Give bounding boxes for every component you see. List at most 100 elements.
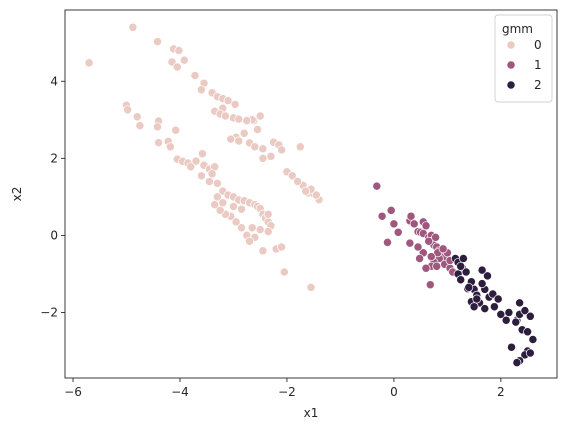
data-point-gmm-2 bbox=[528, 335, 538, 344]
data-point-gmm-1 bbox=[438, 244, 448, 254]
data-point-gmm-0 bbox=[250, 142, 260, 152]
y-tick-label: 4 bbox=[50, 74, 58, 88]
data-point-gmm-0 bbox=[153, 37, 162, 47]
legend-label-0: 0 bbox=[534, 38, 542, 52]
data-point-gmm-0 bbox=[266, 151, 276, 161]
legend-entries: 0 1 2 bbox=[506, 38, 542, 92]
data-point-gmm-0 bbox=[258, 144, 268, 154]
data-point-gmm-0 bbox=[197, 149, 207, 159]
data-point-gmm-0 bbox=[84, 58, 94, 68]
legend-marker-1 bbox=[506, 60, 516, 70]
data-point-gmm-2 bbox=[511, 317, 521, 327]
data-point-gmm-0 bbox=[212, 178, 222, 188]
data-point-gmm-0 bbox=[186, 162, 196, 172]
x-tick-label: 2 bbox=[497, 385, 505, 399]
data-point-gmm-2 bbox=[458, 254, 468, 263]
data-point-gmm-0 bbox=[212, 192, 222, 202]
data-point-gmm-2 bbox=[525, 311, 535, 321]
data-point-gmm-1 bbox=[426, 252, 436, 262]
points-layer bbox=[84, 22, 538, 368]
data-point-gmm-0 bbox=[255, 225, 265, 235]
data-point-gmm-0 bbox=[191, 156, 201, 166]
data-point-gmm-2 bbox=[507, 342, 516, 352]
data-point-gmm-0 bbox=[242, 116, 252, 126]
data-point-gmm-0 bbox=[234, 114, 244, 124]
data-point-gmm-0 bbox=[277, 145, 287, 155]
data-point-gmm-0 bbox=[135, 121, 145, 131]
data-point-gmm-0 bbox=[174, 46, 184, 55]
data-point-gmm-0 bbox=[132, 112, 142, 122]
data-point-gmm-2 bbox=[520, 306, 530, 316]
y-axis: −2 0 2 4 bbox=[40, 74, 65, 319]
data-point-gmm-1 bbox=[425, 280, 435, 290]
data-point-gmm-1 bbox=[372, 181, 382, 191]
data-point-gmm-1 bbox=[413, 242, 423, 252]
data-point-gmm-2 bbox=[456, 275, 466, 285]
x-axis-label: x1 bbox=[304, 406, 319, 420]
x-tick-label: 0 bbox=[390, 385, 398, 399]
legend-marker-2 bbox=[506, 80, 516, 90]
data-point-gmm-0 bbox=[279, 267, 289, 277]
data-point-gmm-0 bbox=[128, 22, 138, 32]
data-point-gmm-2 bbox=[477, 265, 487, 275]
data-point-gmm-0 bbox=[220, 111, 230, 121]
data-point-gmm-2 bbox=[525, 348, 535, 358]
data-point-gmm-1 bbox=[377, 211, 387, 221]
data-point-gmm-0 bbox=[230, 99, 240, 109]
data-point-gmm-1 bbox=[393, 227, 403, 237]
data-point-gmm-1 bbox=[424, 236, 434, 246]
data-point-gmm-2 bbox=[477, 279, 487, 289]
data-point-gmm-0 bbox=[245, 236, 254, 246]
y-tick-label: 0 bbox=[50, 228, 58, 242]
data-point-gmm-0 bbox=[311, 190, 321, 200]
data-point-gmm-0 bbox=[215, 205, 225, 215]
data-point-gmm-2 bbox=[464, 282, 474, 292]
data-point-gmm-0 bbox=[253, 125, 262, 134]
data-point-gmm-0 bbox=[263, 209, 273, 219]
data-point-gmm-0 bbox=[165, 142, 175, 152]
data-point-gmm-1 bbox=[389, 219, 399, 229]
legend-title: gmm bbox=[502, 22, 533, 36]
data-point-gmm-0 bbox=[234, 136, 244, 146]
data-point-gmm-1 bbox=[431, 232, 441, 242]
data-point-gmm-2 bbox=[515, 298, 525, 308]
data-point-gmm-0 bbox=[306, 282, 316, 292]
data-point-gmm-0 bbox=[226, 134, 236, 144]
data-point-gmm-1 bbox=[405, 238, 415, 248]
data-point-gmm-2 bbox=[504, 308, 514, 317]
data-point-gmm-0 bbox=[237, 204, 246, 214]
data-point-gmm-1 bbox=[383, 237, 392, 247]
data-point-gmm-2 bbox=[483, 271, 492, 281]
data-point-gmm-1 bbox=[432, 261, 442, 271]
data-point-gmm-2 bbox=[480, 304, 490, 314]
data-point-gmm-0 bbox=[239, 128, 249, 138]
data-point-gmm-0 bbox=[196, 85, 206, 95]
data-point-gmm-0 bbox=[231, 217, 241, 227]
data-point-gmm-1 bbox=[421, 221, 431, 231]
legend-label-1: 1 bbox=[534, 58, 542, 72]
x-axis: −6 −4 −2 0 2 bbox=[64, 378, 505, 399]
data-point-gmm-0 bbox=[258, 246, 268, 256]
data-point-gmm-0 bbox=[301, 186, 311, 196]
legend-label-2: 2 bbox=[534, 78, 542, 92]
data-point-gmm-0 bbox=[223, 96, 233, 106]
data-point-gmm-2 bbox=[469, 302, 479, 312]
data-point-gmm-2 bbox=[523, 327, 533, 337]
data-point-gmm-1 bbox=[406, 211, 416, 221]
data-point-gmm-2 bbox=[512, 358, 522, 368]
data-point-gmm-2 bbox=[493, 294, 503, 304]
data-point-gmm-0 bbox=[172, 62, 182, 72]
data-point-gmm-2 bbox=[456, 261, 466, 271]
data-point-gmm-0 bbox=[207, 169, 217, 179]
data-point-gmm-0 bbox=[263, 227, 273, 237]
y-tick-label: −2 bbox=[40, 305, 58, 319]
x-tick-label: −4 bbox=[171, 385, 189, 399]
legend: gmm 0 1 2 bbox=[494, 14, 553, 103]
data-point-gmm-0 bbox=[247, 223, 257, 233]
x-tick-label: −2 bbox=[278, 385, 296, 399]
data-point-gmm-2 bbox=[472, 294, 482, 304]
data-point-gmm-0 bbox=[179, 55, 189, 65]
data-point-gmm-0 bbox=[171, 125, 181, 135]
data-point-gmm-1 bbox=[415, 254, 425, 263]
